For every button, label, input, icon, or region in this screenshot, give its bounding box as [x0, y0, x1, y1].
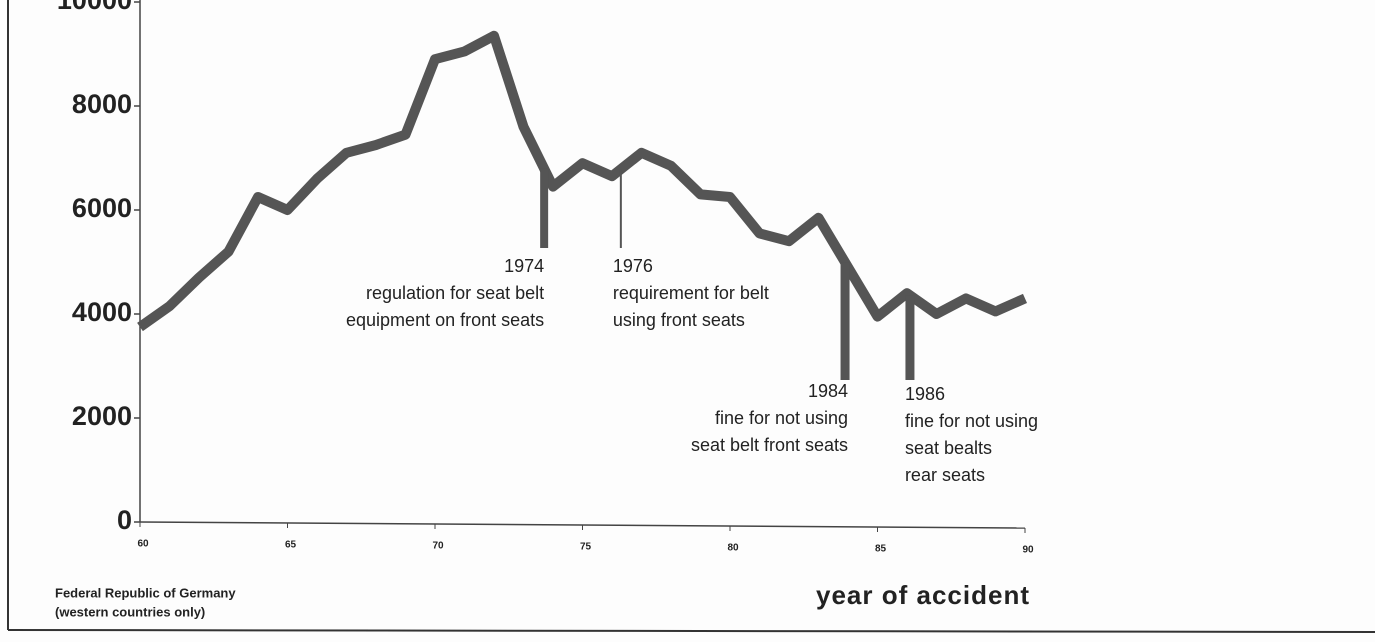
- y-tick-label: 4000: [72, 297, 132, 327]
- annotation-text: fine for not using: [715, 408, 848, 428]
- x-axis-label: year of accident: [816, 580, 1030, 610]
- annotation-text: 1984: [808, 381, 848, 401]
- y-tick-label: 0: [117, 505, 132, 535]
- note-line: (western countries only): [55, 604, 205, 619]
- data-line: [137, 30, 1028, 332]
- x-tick-label: 65: [285, 540, 297, 551]
- annotation-text: fine for not using: [905, 411, 1038, 431]
- annotation-text: using front seats: [613, 310, 745, 330]
- x-tick-label: 85: [875, 544, 887, 555]
- y-tick-label: 2000: [72, 401, 132, 431]
- annotation-text: regulation for seat belt: [366, 283, 544, 303]
- note-line: Federal Republic of Germany: [55, 585, 236, 600]
- annotation-text: seat belt front seats: [691, 435, 848, 455]
- x-tick-label: 80: [727, 543, 739, 554]
- x-tick-label: 60: [137, 539, 149, 550]
- y-tick-label: 10000: [57, 0, 132, 15]
- annotation-text: 1974: [504, 256, 544, 276]
- annotation-text: requirement for belt: [613, 283, 769, 303]
- x-tick-label: 75: [580, 542, 592, 553]
- annotation-text: seat bealts: [905, 438, 992, 458]
- annotation-text: rear seats: [905, 465, 985, 485]
- x-tick-label: 90: [1022, 545, 1034, 556]
- annotation-text: 1976: [613, 256, 653, 276]
- y-tick-label: 8000: [72, 89, 132, 119]
- annotation-text: equipment on front seats: [346, 310, 544, 330]
- y-tick-label: 6000: [72, 193, 132, 223]
- annotation-text: 1986: [905, 384, 945, 404]
- frame-bottom: [7, 629, 1375, 633]
- x-tick-label: 70: [432, 541, 444, 552]
